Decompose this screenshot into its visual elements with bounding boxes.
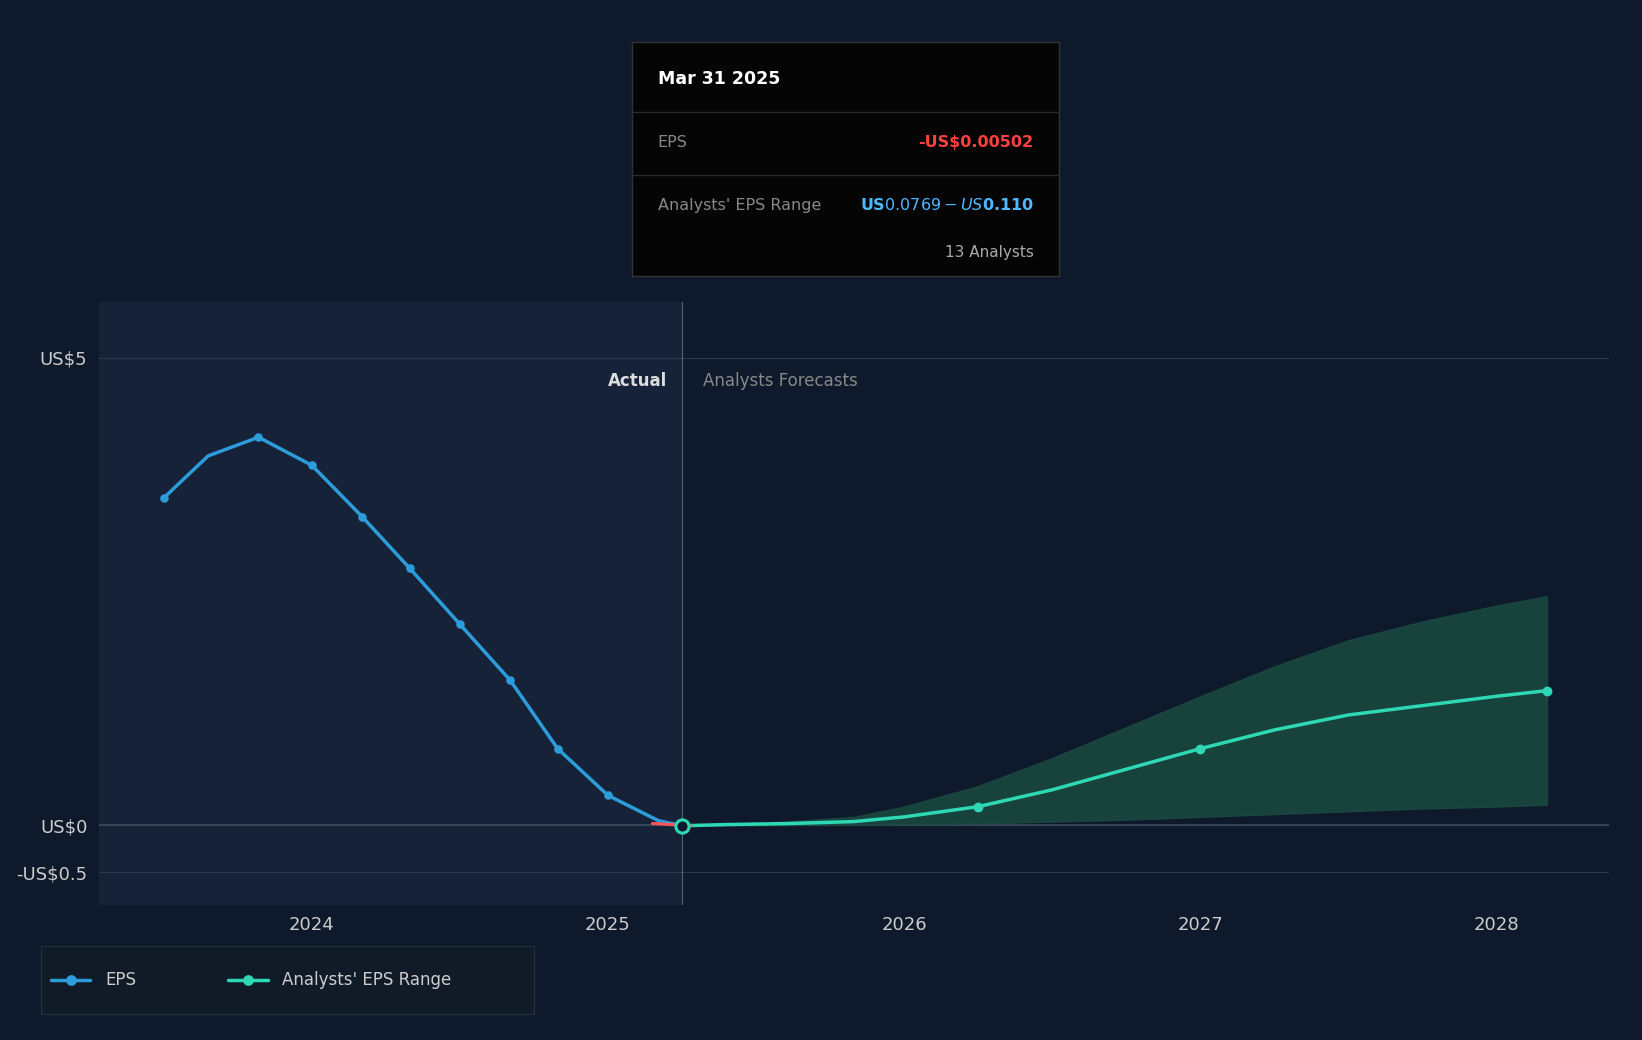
Point: [447, 616, 473, 632]
Text: Analysts' EPS Range: Analysts' EPS Range: [658, 198, 821, 213]
Point: [396, 560, 422, 576]
Point: [594, 787, 621, 804]
Text: Analysts' EPS Range: Analysts' EPS Range: [282, 971, 452, 989]
Point: [498, 672, 524, 688]
Point: [545, 740, 571, 757]
Text: US$0.0769 - US$0.110: US$0.0769 - US$0.110: [860, 198, 1033, 213]
Text: 13 Analysts: 13 Analysts: [944, 244, 1033, 260]
Text: Actual: Actual: [608, 371, 667, 390]
Point: [668, 817, 695, 834]
Point: [1187, 740, 1213, 757]
Point: [235, 971, 261, 988]
Text: Mar 31 2025: Mar 31 2025: [658, 70, 780, 88]
Point: [965, 799, 992, 815]
Point: [350, 509, 376, 525]
Point: [151, 490, 177, 506]
Text: EPS: EPS: [658, 135, 688, 150]
Point: [57, 971, 84, 988]
Point: [245, 428, 271, 445]
Text: -US$0.00502: -US$0.00502: [918, 135, 1033, 150]
Point: [1534, 682, 1560, 699]
Bar: [99, 302, 681, 905]
Point: [668, 817, 695, 834]
Text: Analysts Forecasts: Analysts Forecasts: [703, 371, 857, 390]
Point: [299, 457, 325, 473]
Text: EPS: EPS: [105, 971, 136, 989]
